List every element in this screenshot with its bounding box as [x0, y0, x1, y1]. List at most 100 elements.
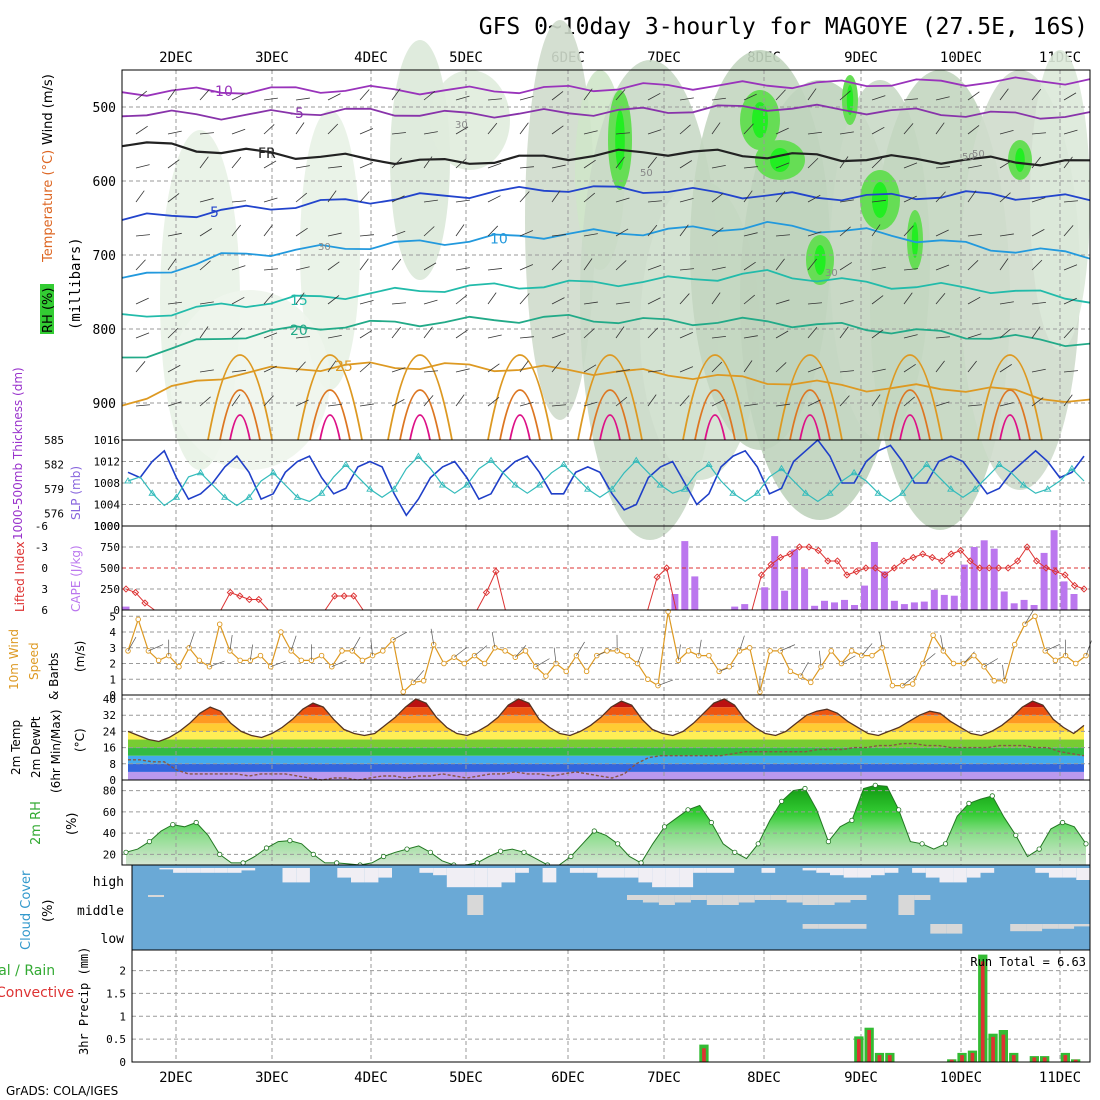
wind-barb10-30: [430, 628, 435, 645]
wind-barb-298: [1031, 397, 1044, 407]
warm-arch-inner-4: [589, 389, 631, 441]
wind-marker-11: [237, 657, 243, 664]
rh-marker-12: [263, 845, 270, 851]
rh-marker-40: [591, 828, 597, 834]
cloud-high-21: [419, 868, 434, 873]
cloud-high-6: [214, 868, 228, 873]
wind-barb-22: [839, 90, 851, 101]
cape-bar-56: [681, 541, 689, 610]
wind-barb10-22: [351, 636, 361, 652]
thickness-marker-8: [221, 493, 229, 500]
wind-barb-290: [775, 403, 790, 407]
cloud-low-55: [1010, 924, 1027, 932]
thickness-marker-44: [656, 481, 665, 488]
wind-barb-49: [743, 123, 754, 135]
lifted-marker-71: [795, 543, 804, 551]
wind-marker-35: [481, 660, 488, 667]
wind-barb-25: [935, 96, 950, 101]
wind-barb-204: [903, 292, 913, 305]
cape-bar-87: [990, 548, 998, 610]
wind-marker-66: [797, 673, 804, 679]
footer-credit: GrADS: COLA/IGES: [6, 1084, 118, 1098]
wind-barb-209: [1063, 297, 1077, 305]
thickness-marker-20: [366, 485, 374, 492]
wind-barb-88: [1031, 156, 1042, 169]
wind-barb-194: [583, 301, 598, 305]
lifted-marker-57: [663, 564, 671, 572]
cape-bar-78: [900, 604, 908, 610]
lifted-marker-68: [767, 560, 775, 569]
wind-barb-240: [135, 361, 146, 373]
wind-barb-246: [327, 360, 337, 373]
wind-barb-196: [647, 297, 661, 305]
rh-marker-76: [1013, 832, 1019, 838]
cape-bar-66: [781, 590, 789, 610]
wind-barb-123: [231, 224, 241, 237]
precip-ytick-0: 0: [119, 1056, 126, 1069]
wind-barb-241: [167, 364, 181, 373]
warm-arch-inner-5: [694, 389, 736, 441]
wind-barb10-66: [800, 661, 809, 677]
wind-barb-162: [519, 264, 534, 271]
thickness-marker-68: [947, 485, 955, 492]
wind-barb-217: [359, 330, 373, 339]
lifted-marker-95: [1023, 543, 1031, 551]
wind-barb-14: [583, 88, 593, 101]
wind-barb10-80: [940, 635, 944, 651]
wind-barb-39: [423, 131, 438, 135]
wind-barb-115: [935, 191, 946, 203]
cloud-high-25: [474, 868, 488, 888]
thickness-marker-50: [729, 489, 737, 496]
wind-barb-71: [487, 162, 502, 169]
rh-marker-78: [1036, 846, 1042, 852]
wind-barb-149: [1063, 225, 1074, 237]
cloud-layer-middle: middle: [77, 904, 124, 919]
rh-marker-52: [732, 849, 738, 855]
wind-marker-75: [889, 682, 896, 689]
wind-barb-58: [1031, 132, 1046, 135]
thickness-marker-36: [559, 460, 568, 468]
wind-barb10-70: [841, 655, 856, 664]
cape-bar-76: [880, 571, 888, 610]
rh-contour-label-1: 30: [318, 242, 331, 253]
wind-barb-84: [903, 162, 918, 169]
wind-barb-247: [359, 362, 371, 373]
hot-arch-6: [799, 414, 821, 441]
wind-marker-59: [726, 663, 733, 670]
wind-barb-279: [423, 395, 434, 407]
wind-barb-102: [519, 191, 530, 203]
wind-barb10-84: [983, 658, 999, 667]
wind-ylabel-1: 10m Wind: [7, 629, 21, 690]
cloud-high-61: [966, 868, 981, 878]
lifted-marker-86: [938, 557, 946, 565]
warm-arch-2: [387, 354, 453, 441]
contour-5: [121, 269, 1091, 318]
cloud-high-69: [1076, 868, 1090, 880]
wind-barb10-54: [677, 644, 681, 661]
wind-barb-59: [1063, 129, 1078, 135]
lifted-marker-85: [928, 553, 936, 562]
rh-ytick-2: 60: [103, 806, 116, 819]
warm-arch-inner-3: [499, 389, 541, 441]
rh-contour-label-0: 30: [455, 120, 468, 131]
cloud-high-34: [597, 868, 611, 878]
wind-marker-88: [1022, 621, 1028, 627]
cloud-middle-31: [627, 895, 643, 900]
rh-marker-64: [872, 782, 878, 788]
wind-marker-20: [329, 663, 335, 670]
wind-barb-51: [807, 131, 822, 135]
wind-barb-228: [711, 336, 726, 339]
day-label-bottom-6: 8DEC: [747, 1070, 781, 1086]
wind-barb10-10: [229, 635, 233, 651]
wind-barb-23: [871, 95, 886, 101]
wind-barb-92: [199, 198, 214, 203]
thickness-marker-10: [245, 493, 253, 500]
wind-marker-58: [716, 668, 722, 675]
wind-barb-120: [135, 234, 150, 237]
cape-bar-77: [890, 600, 898, 610]
wind-barb-61: [167, 159, 180, 169]
cloud-high-27: [501, 868, 516, 883]
wind-barb-33: [231, 128, 246, 135]
upper-air-ytick-3: 800: [93, 323, 116, 338]
rh-max-6: [1015, 148, 1025, 172]
